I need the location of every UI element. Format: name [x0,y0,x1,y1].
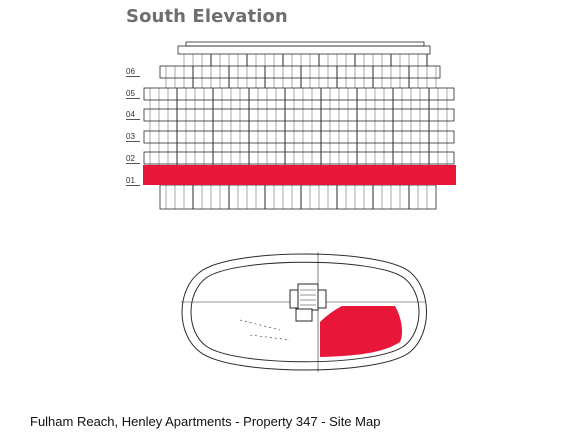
plan-core-stair [297,283,319,311]
window-mullions [149,54,448,209]
south-elevation-drawing [143,41,455,210]
floor-band-06 [159,65,441,79]
roof-parapet [185,41,425,47]
floor-band-05 [143,87,455,101]
level-label-02: 02 [126,154,140,164]
elevation-title: South Elevation [126,6,288,27]
highlighted-level-01 [143,165,456,185]
level-label-06: 06 [126,67,140,77]
level-label-05: 05 [126,89,140,99]
level-label-01: 01 [126,176,140,186]
site-map-caption: Fulham Reach, Henley Apartments - Proper… [30,414,381,429]
plan-inner-outline [190,261,420,363]
roof-level [177,45,431,55]
floor-band-03 [143,130,455,144]
site-plan [181,252,427,372]
level-label-03: 03 [126,132,140,142]
floor-band-04 [143,108,455,122]
plan-core-lift [295,308,313,322]
ground-floor [159,184,437,210]
floor-band-02 [143,151,455,165]
level-label-04: 04 [126,110,140,120]
highlighted-apartment [320,306,403,357]
plan-outer-outline [181,253,427,371]
